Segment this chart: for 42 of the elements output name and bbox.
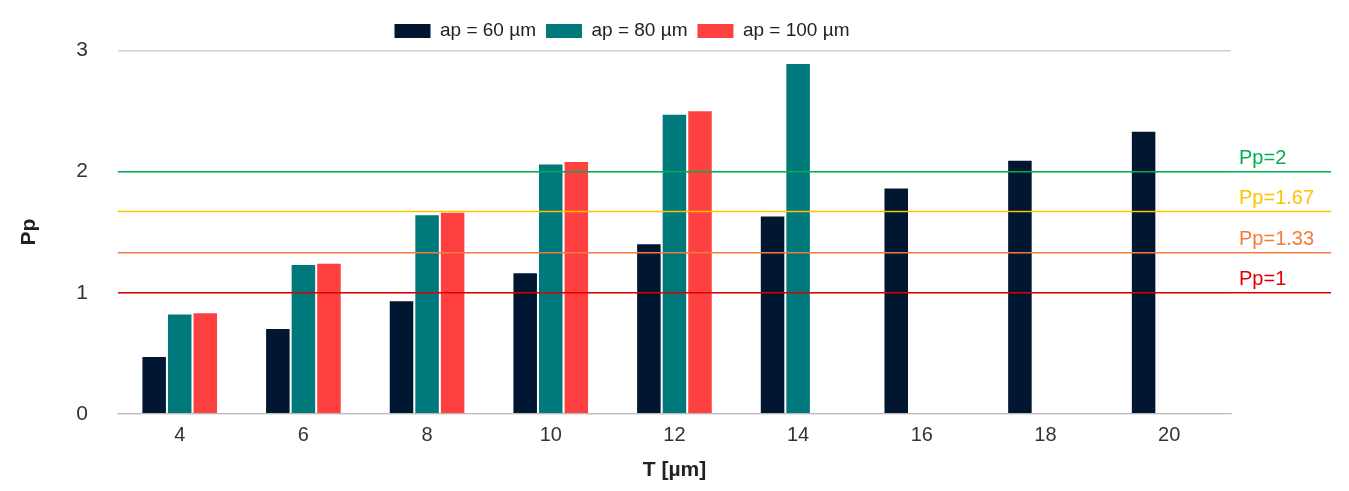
bar [786, 63, 810, 414]
x-tick-label: 10 [539, 423, 562, 446]
y-tick-label: 0 [76, 400, 88, 424]
bar [317, 263, 341, 414]
y-tick-label: 3 [76, 37, 88, 61]
ref-line-label: Pp=2 [1239, 146, 1287, 169]
x-tick-label: 14 [786, 423, 810, 446]
x-axis-title: T [µm] [642, 457, 707, 481]
bar [1008, 160, 1032, 414]
bar [637, 244, 661, 414]
x-tick-label: 4 [174, 423, 186, 446]
ref-line-label: Pp=1.33 [1239, 227, 1315, 250]
x-tick-label: 12 [663, 423, 686, 446]
bar [193, 313, 218, 414]
bar [167, 314, 192, 414]
bar [564, 161, 589, 414]
bar [688, 111, 712, 414]
bar [1131, 131, 1156, 414]
bar [389, 301, 414, 414]
x-tick-label: 6 [297, 423, 309, 446]
x-tick-label: 16 [910, 423, 933, 446]
bar [513, 273, 537, 414]
bar [884, 188, 908, 414]
x-tick-label: 8 [421, 423, 433, 446]
bar [539, 164, 563, 414]
y-axis-title: Pp [16, 218, 40, 246]
bar [662, 114, 687, 414]
x-tick-label: 20 [1158, 423, 1181, 446]
ref-line-label: Pp=1 [1239, 267, 1287, 290]
bar [415, 215, 439, 414]
bar [142, 356, 166, 414]
legend-label: ap = 80 µm [591, 19, 688, 41]
x-tick-label: 18 [1034, 423, 1057, 446]
bar [760, 216, 785, 414]
legend-label: ap = 100 µm [742, 19, 850, 41]
bar [266, 329, 290, 414]
bar [291, 264, 316, 414]
legend-label: ap = 60 µm [440, 19, 536, 41]
y-tick-label: 1 [76, 279, 88, 303]
ref-line-label: Pp=1.67 [1239, 186, 1315, 209]
y-tick-label: 2 [76, 158, 88, 182]
bar [440, 212, 465, 414]
